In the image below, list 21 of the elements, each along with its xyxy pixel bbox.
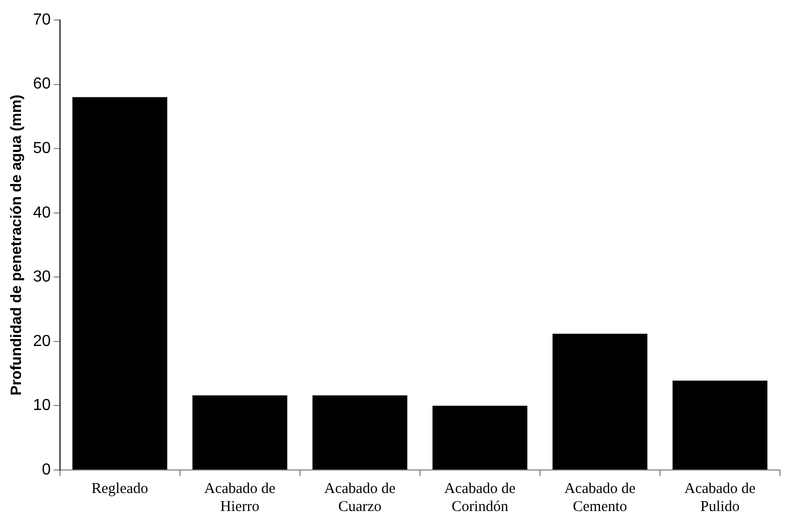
x-tick-label: Regleado xyxy=(91,480,148,497)
bar xyxy=(312,395,408,470)
y-tick-label: 0 xyxy=(42,461,51,478)
x-tick-label: Acabado de Corindón xyxy=(444,480,516,515)
y-tick-label: 20 xyxy=(33,332,51,350)
bar xyxy=(672,380,768,470)
y-tick-label: 50 xyxy=(33,140,51,157)
bar xyxy=(192,395,288,470)
y-tick-label: 40 xyxy=(33,204,51,222)
y-axis-title: Profundidad de penetración de agua (mm) xyxy=(8,94,26,396)
y-tick-label: 60 xyxy=(33,76,51,93)
y-tick-label: 30 xyxy=(33,268,51,286)
x-tick-label: Acabado de Cemento xyxy=(564,480,636,515)
x-tick-label: Acabado de Pulido xyxy=(684,480,756,515)
bar xyxy=(552,334,648,470)
y-tick-label: 10 xyxy=(33,397,51,414)
x-tick-label: Acabado de Cuarzo xyxy=(324,480,396,515)
y-tick-label: 70 xyxy=(33,11,51,28)
bar xyxy=(72,97,168,470)
x-tick-label: Acabado de Hierro xyxy=(204,480,276,515)
bar xyxy=(432,406,528,470)
